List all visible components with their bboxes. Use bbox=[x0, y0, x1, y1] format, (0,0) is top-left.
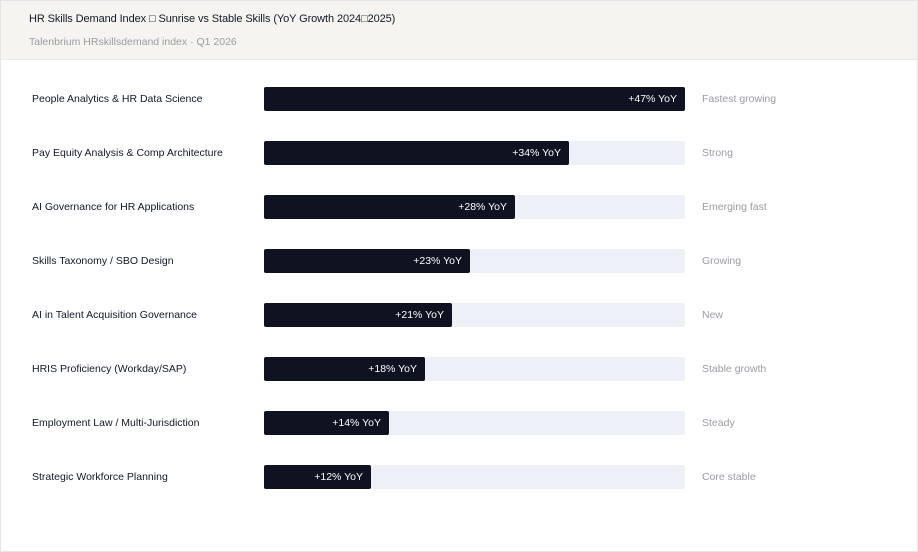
category-label: People Analytics & HR Data Science bbox=[32, 93, 203, 105]
bar-track: +23% YoY bbox=[264, 249, 685, 273]
bar: +34% YoY bbox=[264, 141, 569, 165]
bar-annotation: New bbox=[702, 309, 724, 321]
bar-track: +18% YoY bbox=[264, 357, 685, 381]
bar-track: +12% YoY bbox=[264, 465, 685, 489]
bar: +18% YoY bbox=[264, 357, 425, 381]
bar-row: Strategic Workforce Planning +12% YoY Core… bbox=[1, 465, 917, 491]
bar: +21% YoY bbox=[264, 303, 452, 327]
bar-annotation: Fastest growing bbox=[702, 93, 777, 105]
bar-value-label: +34% YoY bbox=[512, 147, 561, 159]
bar-row: AI Governance for HR Applications +28% Yo… bbox=[1, 195, 917, 221]
bar-track: +14% YoY bbox=[264, 411, 685, 435]
bar-value-label: +47% YoY bbox=[628, 93, 677, 105]
bar-track: +47% YoY bbox=[264, 87, 685, 111]
bar: +47% YoY bbox=[264, 87, 685, 111]
bar-value-label: +12% YoY bbox=[314, 471, 363, 483]
bar-value-label: +28% YoY bbox=[458, 201, 507, 213]
bar-annotation: Steady bbox=[702, 417, 735, 429]
bar-row: People Analytics & HR Data Science +47% Y… bbox=[1, 87, 917, 113]
bar: +28% YoY bbox=[264, 195, 515, 219]
bar: +23% YoY bbox=[264, 249, 470, 273]
category-label: Strategic Workforce Planning bbox=[32, 471, 168, 483]
bar-row: Employment Law / Multi-Jurisdiction +14% … bbox=[1, 411, 917, 437]
category-label: HRIS Proficiency (Workday/SAP) bbox=[32, 363, 187, 375]
bar: +12% YoY bbox=[264, 465, 371, 489]
bar-annotation: Growing bbox=[702, 255, 742, 267]
bar-value-label: +14% YoY bbox=[332, 417, 381, 429]
category-label: AI in Talent Acquisition Governance bbox=[32, 309, 197, 321]
category-label: Skills Taxonomy / SBO Design bbox=[32, 255, 174, 267]
category-label: Employment Law / Multi-Jurisdiction bbox=[32, 417, 200, 429]
bar-annotation: Strong bbox=[702, 147, 733, 159]
bar-value-label: +18% YoY bbox=[368, 363, 417, 375]
bar-track: +21% YoY bbox=[264, 303, 685, 327]
category-label: Pay Equity Analysis & Comp Architecture bbox=[32, 147, 223, 159]
bar-annotation: Stable growth bbox=[702, 363, 767, 375]
bar-annotation: Core stable bbox=[702, 471, 756, 483]
chart-title: HR Skills Demand Index □ Sunrise vs Stab… bbox=[29, 13, 396, 25]
chart-subtitle: Talenbrium HRskillsdemand index · Q1 202… bbox=[29, 36, 237, 48]
bar-annotation: Emerging fast bbox=[702, 201, 767, 213]
bar-value-label: +23% YoY bbox=[413, 255, 462, 267]
bar-row: Skills Taxonomy / SBO Design +23% YoY Grow… bbox=[1, 249, 917, 275]
bar: +14% YoY bbox=[264, 411, 389, 435]
bar-value-label: +21% YoY bbox=[395, 309, 444, 321]
category-label: AI Governance for HR Applications bbox=[32, 201, 195, 213]
bar-track: +28% YoY bbox=[264, 195, 685, 219]
chart-header: HR Skills Demand Index □ Sunrise vs Stab… bbox=[1, 1, 917, 60]
bar-track: +34% YoY bbox=[264, 141, 685, 165]
bar-row: HRIS Proficiency (Workday/SAP) +18% YoY St… bbox=[1, 357, 917, 383]
bar-row: Pay Equity Analysis & Comp Architecture +… bbox=[1, 141, 917, 167]
bar-row: AI in Talent Acquisition Governance +21% … bbox=[1, 303, 917, 329]
